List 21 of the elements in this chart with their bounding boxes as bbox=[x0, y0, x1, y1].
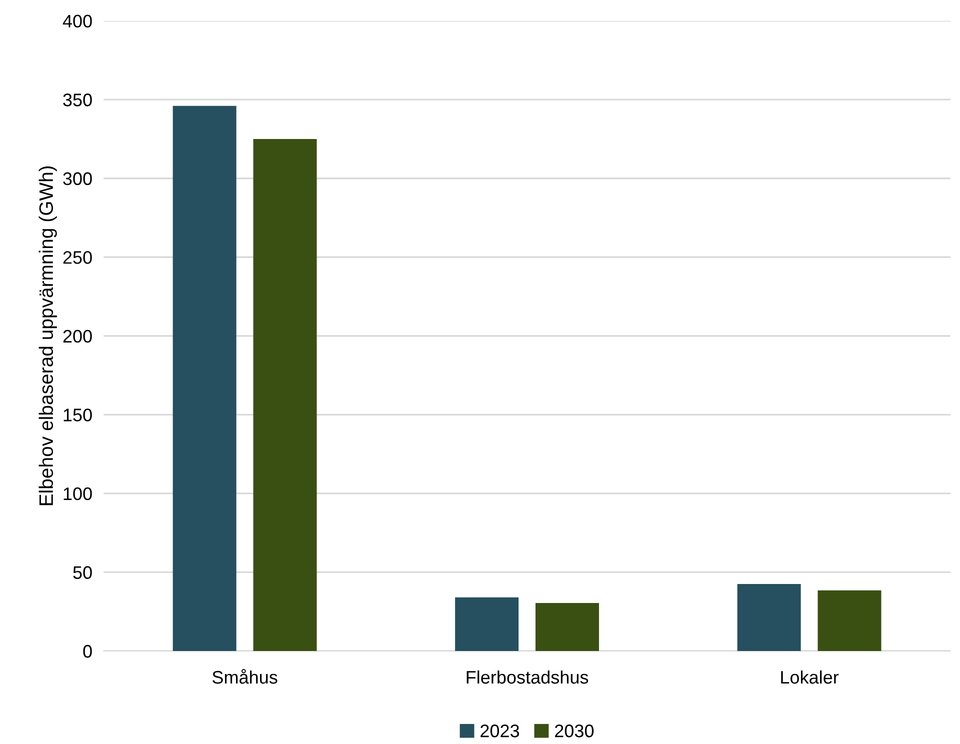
legend-label: 2030 bbox=[555, 724, 594, 738]
bar bbox=[818, 590, 882, 651]
y-tick-label: 350 bbox=[63, 94, 92, 106]
bar bbox=[253, 138, 317, 651]
y-tick-label: 0 bbox=[83, 644, 92, 658]
x-tick-label: Flerbostadshus bbox=[466, 670, 588, 684]
y-tick-label: 400 bbox=[62, 14, 92, 28]
bar bbox=[172, 106, 236, 651]
y-axis-title: Elbehov elbaserad uppvärmning (GWh) bbox=[38, 166, 57, 506]
y-tick-label: 250 bbox=[63, 251, 92, 264]
legend-label: 2023 bbox=[480, 724, 520, 738]
x-tick-label: Lokaler bbox=[781, 670, 839, 684]
bar bbox=[737, 584, 801, 651]
y-tick-label: 150 bbox=[64, 408, 92, 422]
x-tick-label: Småhus bbox=[212, 668, 278, 684]
bar bbox=[455, 597, 519, 651]
y-tick-label: 50 bbox=[73, 566, 92, 579]
y-tick-label: 100 bbox=[64, 487, 92, 500]
y-tick-label: 200 bbox=[63, 330, 92, 343]
y-tick-label: 300 bbox=[63, 172, 92, 186]
bar bbox=[536, 602, 600, 651]
